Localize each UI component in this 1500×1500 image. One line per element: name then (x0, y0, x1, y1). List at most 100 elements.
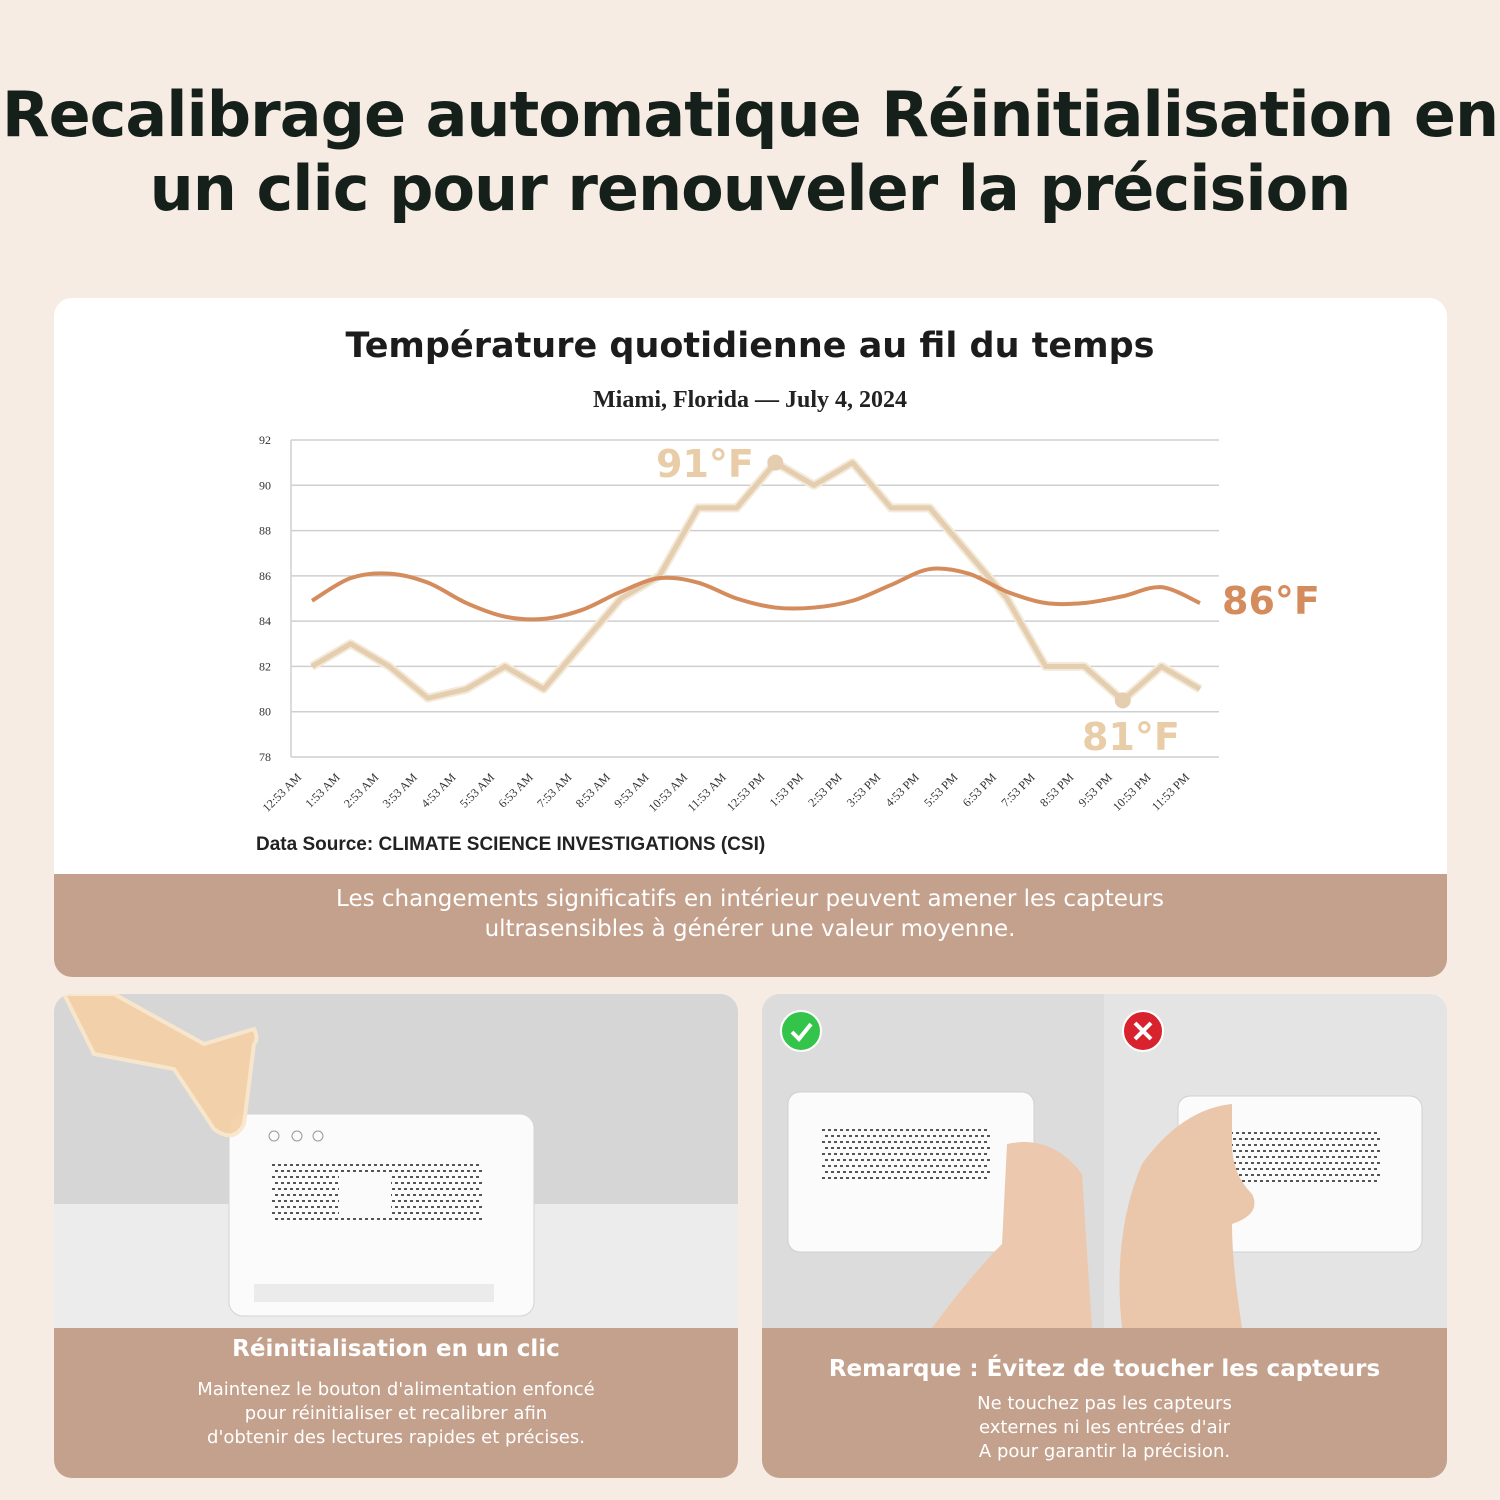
grille-hole (395, 1170, 398, 1172)
grille-hole (969, 1147, 972, 1149)
grille-hole (431, 1194, 434, 1196)
grille-hole (978, 1177, 981, 1179)
grille-hole (281, 1194, 284, 1196)
grille-hole (467, 1182, 470, 1184)
grille-hole (335, 1182, 338, 1184)
grille-hole (1254, 1180, 1257, 1182)
grille-hole (1287, 1174, 1290, 1176)
grille-hole (419, 1170, 422, 1172)
grille-hole (470, 1176, 473, 1178)
grille-hole (401, 1218, 404, 1220)
grille-hole (864, 1177, 867, 1179)
grille-hole (443, 1182, 446, 1184)
warning-text-line-1: Ne touchez pas les capteurs (977, 1393, 1232, 1414)
grille-hole (849, 1171, 852, 1173)
grille-hole (407, 1170, 410, 1172)
grille-hole (984, 1177, 987, 1179)
grille-hole (1374, 1132, 1377, 1134)
grille-hole (1257, 1138, 1260, 1140)
grille-hole (434, 1200, 437, 1202)
grille-hole (1242, 1144, 1245, 1146)
grille-hole (452, 1200, 455, 1202)
grille-hole (272, 1188, 275, 1190)
grille-hole (446, 1176, 449, 1178)
grille-hole (1350, 1132, 1353, 1134)
grille-hole (1239, 1174, 1242, 1176)
grille-hole (1368, 1144, 1371, 1146)
grille-hole (1344, 1132, 1347, 1134)
cross-icon (1122, 1010, 1164, 1052)
grille-hole (305, 1218, 308, 1220)
grille-hole (1302, 1168, 1305, 1170)
grille-hole (299, 1170, 302, 1172)
grille-hole (455, 1194, 458, 1196)
y-tick-label: 90 (259, 478, 271, 492)
grille-hole (942, 1165, 945, 1167)
grille-hole (1275, 1150, 1278, 1152)
grille-hole (1332, 1168, 1335, 1170)
grille-hole (1326, 1180, 1329, 1182)
grille-hole (272, 1200, 275, 1202)
grille-hole (1278, 1144, 1281, 1146)
grille-hole (464, 1176, 467, 1178)
grille-hole (425, 1206, 428, 1208)
grille-hole (921, 1159, 924, 1161)
grille-hole (290, 1212, 293, 1214)
warning-panel-title: Remarque : Évitez de toucher les capteur… (828, 1356, 1381, 1382)
grille-hole (834, 1177, 837, 1179)
grille-hole (1287, 1138, 1290, 1140)
grille-hole (1371, 1138, 1374, 1140)
grille-hole (858, 1165, 861, 1167)
grille-hole (458, 1176, 461, 1178)
grille-hole (1326, 1156, 1329, 1158)
grille-hole (876, 1129, 879, 1131)
grille-hole (1344, 1180, 1347, 1182)
grille-hole (293, 1206, 296, 1208)
grille-hole (467, 1218, 470, 1220)
grille-hole (359, 1170, 362, 1172)
grille-hole (975, 1135, 978, 1137)
y-tick-label: 86 (259, 569, 271, 583)
grille-hole (401, 1170, 404, 1172)
grille-hole (428, 1176, 431, 1178)
grille-hole (1353, 1174, 1356, 1176)
warning-panel-text: Ne touchez pas les capteurs externes ni … (762, 1392, 1447, 1464)
grille-hole (870, 1177, 873, 1179)
grille-hole (1311, 1174, 1314, 1176)
grille-hole (870, 1141, 873, 1143)
x-tick-label: 6:53 PM (960, 770, 1000, 810)
grille-hole (395, 1206, 398, 1208)
grille-hole (332, 1212, 335, 1214)
grille-hole (822, 1141, 825, 1143)
grille-hole (1296, 1144, 1299, 1146)
grille-hole (464, 1188, 467, 1190)
grille-hole (404, 1188, 407, 1190)
grille-hole (419, 1218, 422, 1220)
grille-hole (891, 1159, 894, 1161)
grille-hole (1335, 1150, 1338, 1152)
grille-hole (296, 1176, 299, 1178)
grille-hole (458, 1188, 461, 1190)
grille-hole (1335, 1174, 1338, 1176)
grille-hole (1296, 1168, 1299, 1170)
grille-hole (945, 1171, 948, 1173)
series-light-line (310, 460, 1202, 703)
grille-hole (416, 1188, 419, 1190)
grille-hole (359, 1218, 362, 1220)
grille-hole (936, 1141, 939, 1143)
grille-hole (287, 1206, 290, 1208)
headline: Recalibrage automatique Réinitialisation… (0, 78, 1500, 226)
grille-hole (867, 1147, 870, 1149)
reset-panel-text: Maintenez le bouton d'alimentation enfon… (54, 1378, 738, 1450)
grille-hole (873, 1159, 876, 1161)
grille-hole (299, 1182, 302, 1184)
grille-hole (428, 1200, 431, 1202)
grille-hole (455, 1206, 458, 1208)
grille-hole (864, 1129, 867, 1131)
grille-hole (1308, 1144, 1311, 1146)
reset-text-line-3: d'obtenir des lectures rapides et précis… (207, 1427, 585, 1448)
grille-hole (311, 1170, 314, 1172)
grille-hole (290, 1164, 293, 1166)
grille-hole (341, 1218, 344, 1220)
grille-hole (323, 1218, 326, 1220)
